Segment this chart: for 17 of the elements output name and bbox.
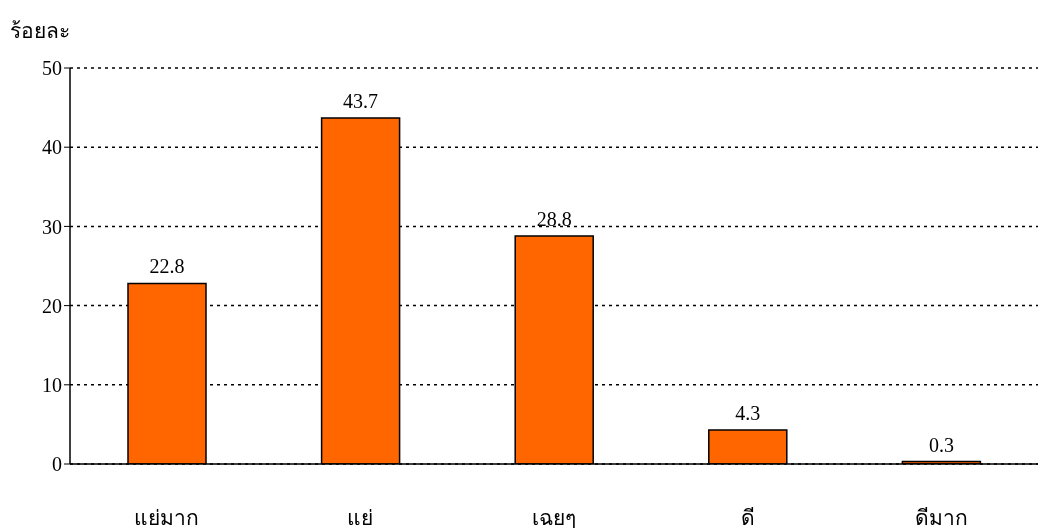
x-tick-label: แย่ [347,505,374,530]
y-tick-label: 0 [52,453,62,476]
data-label: 4.3 [735,401,761,424]
y-tick-label: 20 [42,294,62,317]
y-tick-label: 30 [42,215,62,238]
y-axis-title: ร้อยละ [10,18,70,45]
x-tick-label: ดี [740,505,755,530]
data-label: 22.8 [149,255,185,278]
data-label: 28.8 [536,207,572,230]
y-tick-label: 50 [42,57,62,80]
x-tick-label: ดีมาก [914,505,968,530]
y-tick-label: 40 [42,136,62,159]
data-label: 0.3 [928,433,954,456]
y-tick-label: 10 [42,373,62,396]
x-tick-label: แย่มาก [134,505,200,530]
x-tick-label: เฉยๆ [532,505,576,530]
data-label: 43.7 [343,89,379,112]
